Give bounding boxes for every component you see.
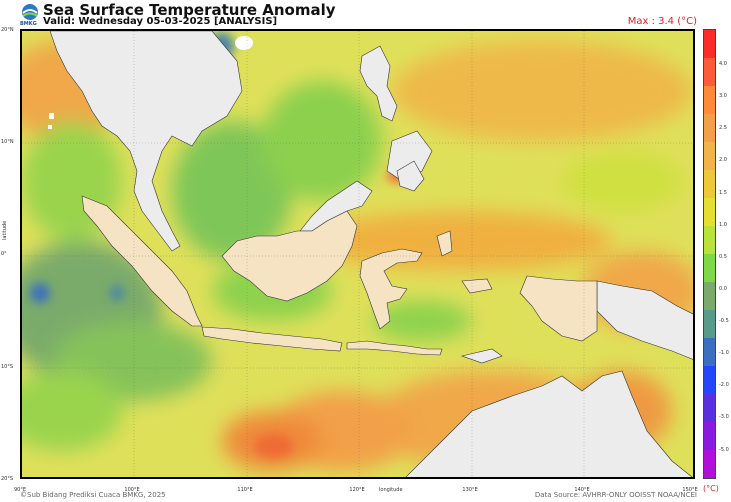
colorbar-tick: 3.0 xyxy=(719,93,727,99)
y-tick-0: 0° xyxy=(1,251,7,257)
credit-text: ©Sub Bidang Prediksi Cuaca BMKG, 2025 xyxy=(20,491,166,499)
colorbar-segment xyxy=(704,142,715,170)
x-axis-label: longitude xyxy=(379,487,403,493)
colorbar-segment xyxy=(704,338,715,366)
colorbar-segment xyxy=(704,86,715,114)
logo-text: BMKG xyxy=(20,21,37,27)
y-tick-20s: 20°S xyxy=(1,476,14,482)
colorbar-segment xyxy=(704,450,715,478)
colorbar-tick: 2.0 xyxy=(719,157,727,163)
colorbar-tick: 4.0 xyxy=(719,61,727,67)
colorbar-segment xyxy=(704,198,715,226)
colorbar-segment xyxy=(704,170,715,198)
colorbar-tick: 0.0 xyxy=(719,286,727,292)
colorbar-segment xyxy=(704,114,715,142)
colorbar-tick: -5.0 xyxy=(719,447,729,453)
colorbar-segment xyxy=(704,282,715,310)
colorbar xyxy=(703,29,716,479)
data-source-text: Data Source: AVHRR-ONLY OOISST NOAA/NCEI xyxy=(534,491,697,499)
bmkg-logo: BMKG xyxy=(20,3,40,27)
colorbar-segment xyxy=(704,30,715,58)
colorbar-segment xyxy=(704,422,715,450)
x-tick-130e: 130°E xyxy=(462,487,478,493)
page-title: Sea Surface Temperature Anomaly xyxy=(43,1,336,19)
colorbar-segment xyxy=(704,394,715,422)
colorbar-tick: 1.0 xyxy=(719,222,727,228)
colorbar-tick: -1.0 xyxy=(719,350,729,356)
colorbar-tick: 0.5 xyxy=(719,254,727,260)
max-value-label: Max : 3.4 (°C) xyxy=(627,16,697,27)
y-tick-20n: 20°N xyxy=(1,27,14,33)
colorbar-segment xyxy=(704,310,715,338)
colorbar-tick: -0.5 xyxy=(719,318,729,324)
colorbar-tick: -3.0 xyxy=(719,414,729,420)
x-tick-120e: 120°E xyxy=(349,487,365,493)
valid-date: Valid: Wednesday 05-03-2025 [ANALYSIS] xyxy=(43,16,278,27)
y-tick-10s: 10°S xyxy=(1,364,14,370)
colorbar-tick: 1.5 xyxy=(719,190,727,196)
anomaly-map-graphic xyxy=(22,31,693,477)
x-tick-100e: 100°E xyxy=(124,487,140,493)
colorbar-segment xyxy=(704,226,715,254)
y-tick-10n: 10°N xyxy=(1,139,14,145)
x-tick-110e: 110°E xyxy=(237,487,253,493)
colorbar-segment xyxy=(704,254,715,282)
colorbar-tick: -2.0 xyxy=(719,382,729,388)
colorbar-segment xyxy=(704,366,715,394)
x-tick-140e: 140°E xyxy=(574,487,590,493)
colorbar-segment xyxy=(704,58,715,86)
y-axis-label: latitude xyxy=(2,220,8,240)
anomaly-map[interactable] xyxy=(20,29,695,479)
x-tick-150e: 150°E xyxy=(682,487,698,493)
colorbar-tick: 2.5 xyxy=(719,125,727,131)
colorbar-unit: (°C) xyxy=(703,484,719,493)
x-tick-90e: 90°E xyxy=(13,487,27,493)
